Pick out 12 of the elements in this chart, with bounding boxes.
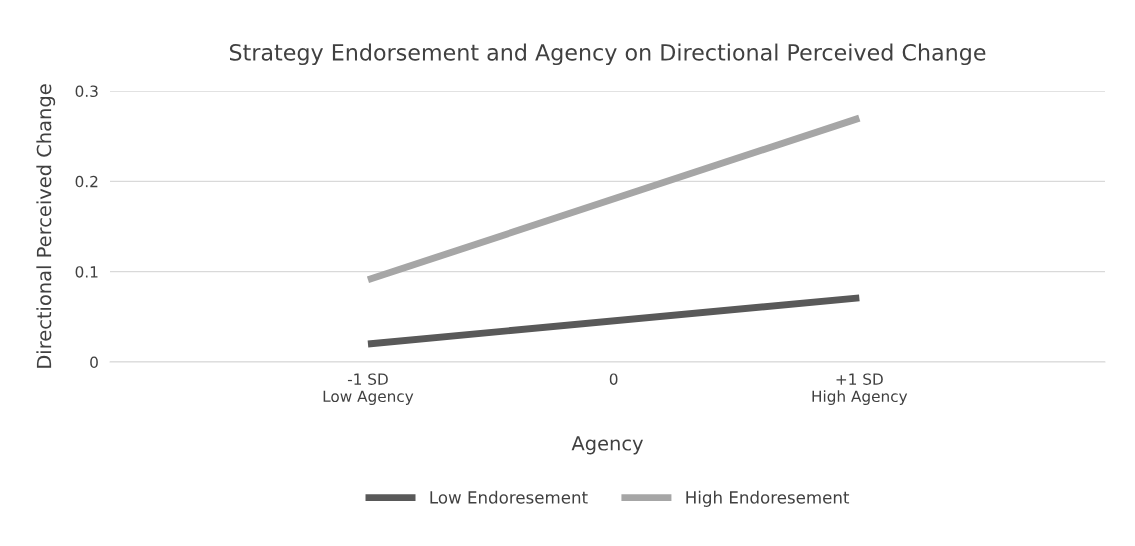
legend-label: High Endoresement: [686, 490, 850, 507]
x-axis-title: Agency: [571, 436, 643, 455]
x-tick-label: +1 SD High Agency: [812, 373, 908, 405]
legend-label: Low Endoresement: [430, 490, 588, 504]
y-tick-label: 0.2: [75, 175, 98, 188]
y-tick-label: 0: [90, 356, 98, 369]
y-axis-title: Directional Perceived Change: [36, 84, 56, 368]
x-tick-label: 0: [609, 373, 618, 385]
x-tick-label: -1 SD Low Agency: [323, 373, 414, 405]
y-tick-label: 0.1: [75, 266, 98, 278]
chart-title: Strategy Endorsement and Agency on Directional Perceived Change: [229, 43, 986, 66]
y-tick-label: 0.3: [75, 85, 98, 98]
